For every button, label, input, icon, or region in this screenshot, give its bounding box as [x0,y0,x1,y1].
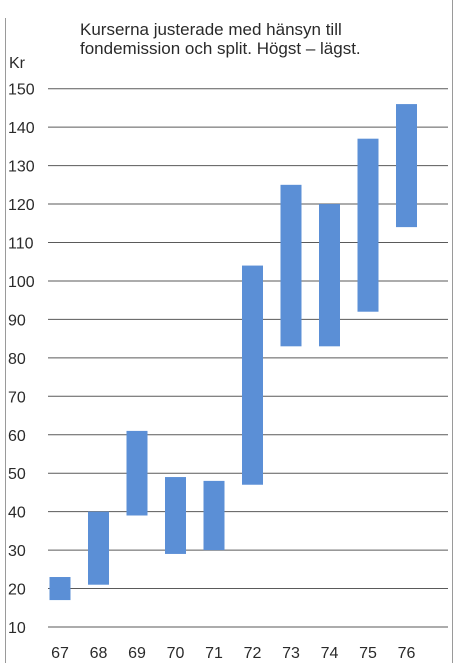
x-tick-label-73: 73 [282,645,300,662]
x-tick-label-71: 71 [205,645,223,662]
range-bar-74 [319,204,340,347]
y-tick-label-100: 100 [8,274,35,291]
x-tick-label-70: 70 [167,645,185,662]
chart-title: Kurserna justerade med hänsyn till fonde… [80,20,450,58]
range-bar-68 [88,511,109,585]
right-border [452,0,453,663]
y-axis-unit-label: Kr [9,55,25,72]
range-bar-72 [242,265,263,485]
x-tick-label-74: 74 [321,645,339,662]
y-tick-label-70: 70 [8,389,26,406]
y-tick-label-150: 150 [8,82,35,99]
left-border [5,18,6,663]
range-bar-76 [396,104,417,228]
y-tick-label-80: 80 [8,351,26,368]
range-bar-71 [203,480,225,551]
y-tick-label-140: 140 [8,120,35,137]
y-tick-label-30: 30 [8,543,26,560]
y-tick-label-110: 110 [8,236,34,253]
range-bar-67 [49,577,71,601]
chart-title-line-2: fondemission och split. Högst – lägst. [80,39,361,58]
y-tick-label-40: 40 [8,505,26,522]
range-bar-69 [126,430,148,516]
range-bar-73 [280,184,302,347]
y-tick-label-10: 10 [8,620,26,637]
y-tick-label-50: 50 [8,466,26,483]
y-tick-label-90: 90 [8,312,26,329]
x-tick-label-68: 68 [90,645,108,662]
range-bar-70 [165,477,186,554]
y-tick-label-60: 60 [8,428,26,445]
y-tick-label-120: 120 [8,197,35,214]
y-tick-label-130: 130 [8,159,35,176]
chart-title-line-1: Kurserna justerade med hänsyn till [80,20,342,39]
x-tick-label-69: 69 [128,645,146,662]
x-tick-label-76: 76 [398,645,416,662]
range-bar-75 [357,138,379,312]
x-tick-label-67: 67 [51,645,69,662]
x-tick-label-72: 72 [244,645,262,662]
y-tick-label-20: 20 [8,582,26,599]
x-tick-label-75: 75 [359,645,377,662]
